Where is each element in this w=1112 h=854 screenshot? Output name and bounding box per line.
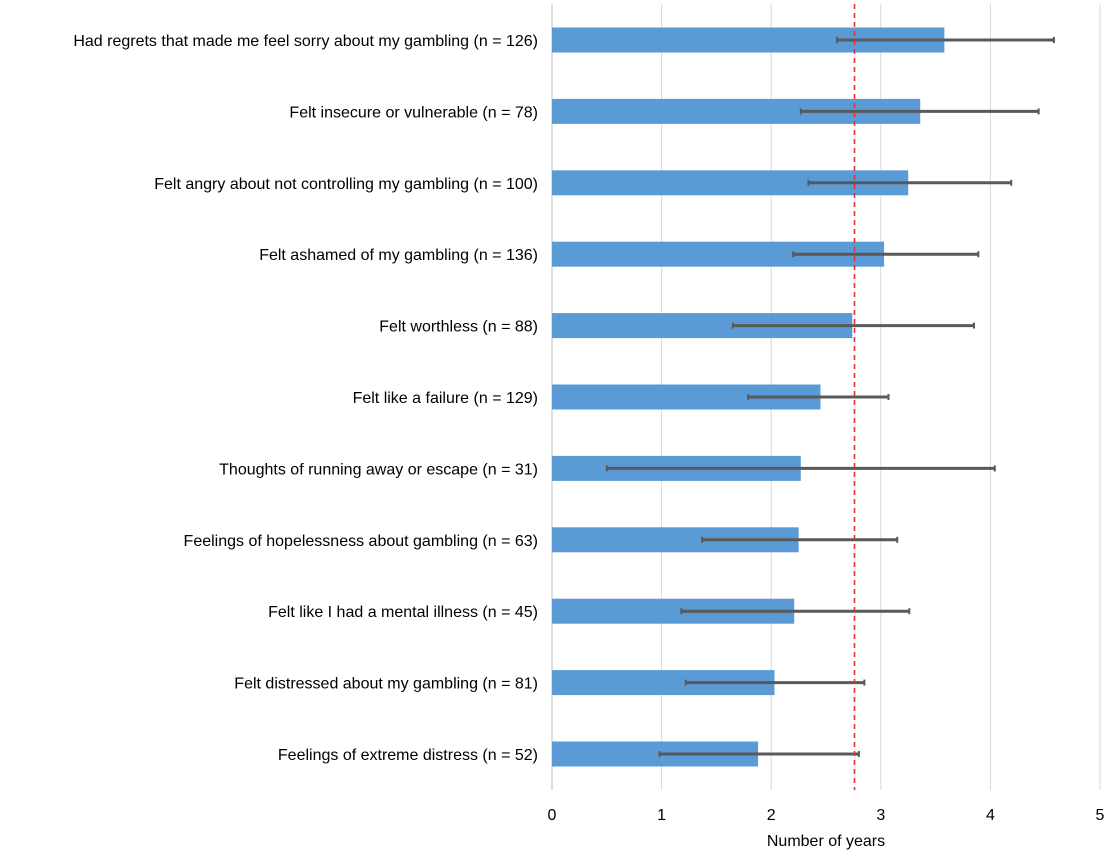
category-label: Had regrets that made me feel sorry abou… — [73, 33, 538, 50]
x-tick-labels: 0 1 2 3 4 5 — [548, 807, 1105, 824]
category-label: Feelings of extreme distress (n = 52) — [278, 747, 538, 764]
category-labels: Had regrets that made me feel sorry abou… — [73, 33, 538, 764]
x-tick-label: 3 — [876, 807, 885, 824]
category-label: Felt angry about not controlling my gamb… — [154, 176, 538, 193]
x-tick-label: 5 — [1096, 807, 1105, 824]
category-label: Felt distressed about my gambling (n = 8… — [234, 676, 538, 693]
category-label: Felt insecure or vulnerable (n = 78) — [289, 104, 538, 121]
category-label: Thoughts of running away or escape (n = … — [219, 461, 538, 478]
x-tick-label: 4 — [986, 807, 995, 824]
category-label: Felt worthless (n = 88) — [379, 319, 538, 336]
x-tick-label: 2 — [767, 807, 776, 824]
category-label: Feelings of hopelessness about gambling … — [184, 533, 538, 550]
error-bars — [605, 37, 1055, 757]
x-tick-label: 0 — [548, 807, 557, 824]
category-label: Felt like I had a mental illness (n = 45… — [268, 604, 538, 621]
category-label: Felt ashamed of my gambling (n = 136) — [259, 247, 538, 264]
x-axis-title: Number of years — [767, 833, 885, 850]
category-label: Felt like a failure (n = 129) — [353, 390, 538, 407]
x-tick-label: 1 — [657, 807, 666, 824]
